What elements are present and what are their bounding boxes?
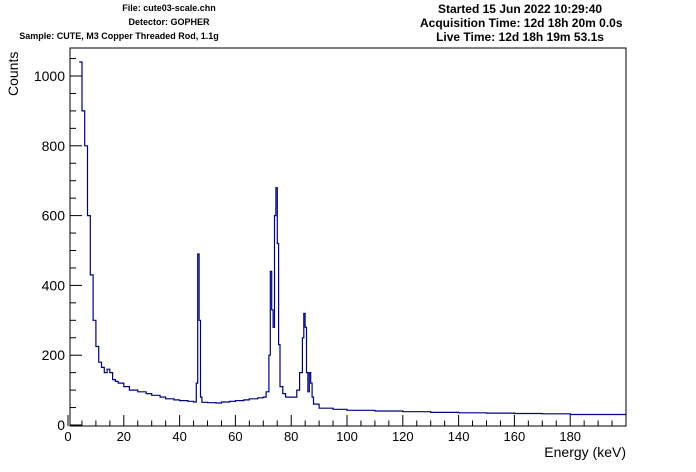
x-axis: 0 20 40 60 80 100 120 140 160 180 xyxy=(64,415,613,444)
x-tick-label: 40 xyxy=(172,429,186,444)
plot-frame xyxy=(69,47,627,427)
sample-label: Sample: CUTE, M3 Copper Threaded Rod, 1.… xyxy=(19,31,219,41)
file-label: File: cute03-scale.chn xyxy=(122,3,216,13)
y-tick-label: 800 xyxy=(42,138,66,154)
x-tick-label: 80 xyxy=(284,429,298,444)
acquisition-time-label: Acquisition Time: 12d 18h 20m 0.0s xyxy=(420,16,623,30)
spectrum-line xyxy=(79,61,627,416)
x-tick-label: 20 xyxy=(117,429,131,444)
started-label: Started 15 Jun 2022 10:29:40 xyxy=(437,2,603,16)
x-tick-label: 120 xyxy=(392,429,414,444)
x-axis-label: Energy (keV) xyxy=(544,444,626,460)
x-tick-label: 160 xyxy=(504,429,526,444)
y-tick-label: 600 xyxy=(42,208,66,224)
y-tick-label: 400 xyxy=(42,277,66,293)
y-tick-label: 0 xyxy=(57,417,65,433)
detector-label: Detector: GOPHER xyxy=(128,17,210,27)
x-tick-label: 180 xyxy=(559,429,581,444)
y-axis: 0 200 400 600 800 1000 xyxy=(34,58,82,433)
x-tick-label: 60 xyxy=(228,429,242,444)
x-tick-label: 140 xyxy=(448,429,470,444)
x-tick-label: 100 xyxy=(336,429,358,444)
live-time-label: Live Time: 12d 18h 19m 53.1s xyxy=(436,30,604,44)
y-tick-label: 200 xyxy=(42,347,66,363)
x-tick-label: 0 xyxy=(64,429,71,444)
y-tick-label: 1000 xyxy=(34,68,65,84)
y-axis-label: Counts xyxy=(5,52,21,96)
